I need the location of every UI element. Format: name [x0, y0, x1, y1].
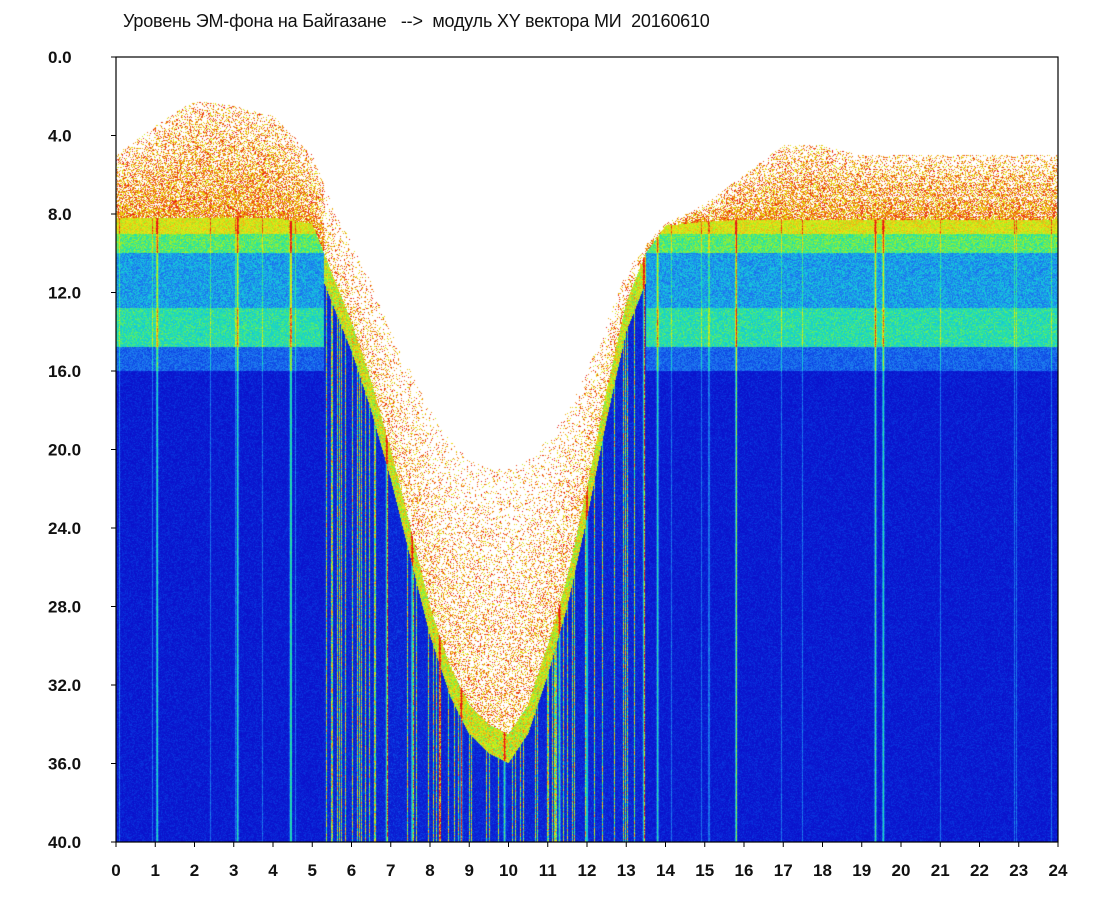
plot-area — [116, 57, 1058, 842]
y-tick-label: 16.0 — [48, 362, 81, 381]
x-tick-label: 4 — [268, 861, 278, 880]
x-tick-label: 16 — [735, 861, 754, 880]
y-axis: 0.0 4.0 8.0 12.0 16.0 20.0 24.0 28.0 32.0 36.0 40.… — [48, 48, 116, 852]
y-tick-label: 28.0 — [48, 598, 81, 617]
y-tick-label: 4.0 — [48, 127, 72, 146]
x-tick-label: 1 — [151, 861, 160, 880]
x-tick-label: 8 — [425, 861, 434, 880]
x-tick-label: 10 — [499, 861, 518, 880]
x-tick-label: 9 — [465, 861, 474, 880]
x-axis: 0 1 2 3 4 5 6 7 8 9 10 11 12 13 14 15 16 17 18 19 20 21 22 23 24 — [111, 842, 1068, 880]
x-tick-label: 12 — [578, 861, 597, 880]
x-tick-label: 0 — [111, 861, 120, 880]
x-tick-label: 24 — [1049, 861, 1068, 880]
x-tick-label: 21 — [931, 861, 950, 880]
x-tick-label: 3 — [229, 861, 238, 880]
y-tick-label: 24.0 — [48, 519, 81, 538]
y-tick-label: 40.0 — [48, 833, 81, 852]
x-tick-label: 20 — [892, 861, 911, 880]
x-tick-label: 18 — [813, 861, 832, 880]
x-tick-label: 14 — [656, 861, 675, 880]
x-tick-label: 11 — [539, 861, 557, 880]
x-tick-label: 22 — [970, 861, 989, 880]
x-tick-label: 6 — [347, 861, 356, 880]
y-tick-label: 12.0 — [48, 284, 81, 303]
y-tick-label: 20.0 — [48, 441, 81, 460]
y-tick-label: 36.0 — [48, 755, 81, 774]
y-tick-label: 32.0 — [48, 676, 81, 695]
chart-title: Уровень ЭМ-фона на Байгазане --> модуль … — [123, 11, 710, 31]
y-tick-label: 0.0 — [48, 48, 72, 67]
x-tick-label: 15 — [695, 861, 714, 880]
x-tick-label: 17 — [774, 861, 793, 880]
y-tick-label: 8.0 — [48, 205, 72, 224]
x-tick-label: 13 — [617, 861, 636, 880]
heatmap-image — [116, 57, 1058, 842]
x-tick-label: 5 — [308, 861, 317, 880]
x-tick-label: 23 — [1009, 861, 1028, 880]
x-tick-label: 7 — [386, 861, 395, 880]
x-tick-label: 19 — [852, 861, 871, 880]
x-tick-label: 2 — [190, 861, 199, 880]
